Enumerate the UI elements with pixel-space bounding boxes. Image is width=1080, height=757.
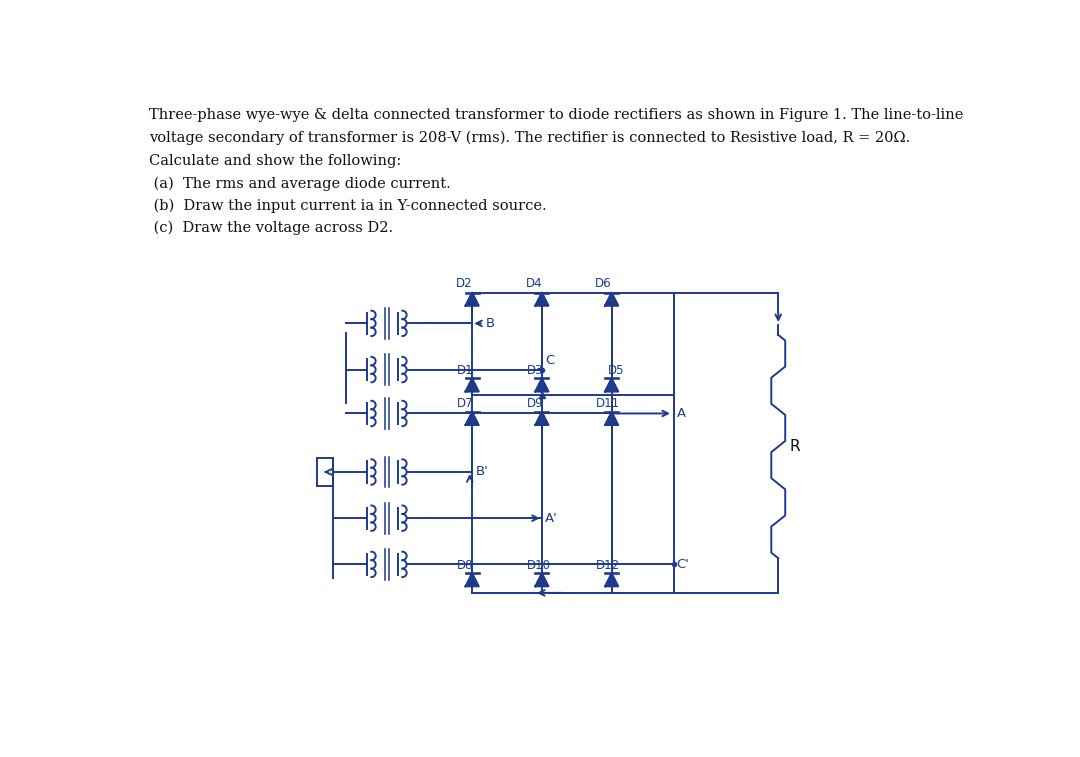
Text: D11: D11 bbox=[596, 397, 620, 410]
Polygon shape bbox=[536, 292, 549, 306]
Polygon shape bbox=[605, 573, 618, 587]
Polygon shape bbox=[465, 292, 478, 306]
Text: A: A bbox=[677, 407, 686, 420]
Text: Three-phase wye-wye & delta connected transformer to diode rectifiers as shown i: Three-phase wye-wye & delta connected tr… bbox=[149, 107, 963, 122]
Text: (a)  The rms and average diode current.: (a) The rms and average diode current. bbox=[149, 177, 450, 192]
Polygon shape bbox=[605, 412, 618, 425]
Text: D7: D7 bbox=[457, 397, 473, 410]
Text: A': A' bbox=[545, 512, 557, 525]
Text: D4: D4 bbox=[526, 277, 542, 290]
Text: D10: D10 bbox=[526, 559, 551, 572]
Text: C': C' bbox=[677, 558, 690, 571]
Text: (b)  Draw the input current ia in Y-connected source.: (b) Draw the input current ia in Y-conne… bbox=[149, 198, 546, 213]
Text: R: R bbox=[789, 439, 800, 454]
Polygon shape bbox=[605, 292, 618, 306]
Polygon shape bbox=[465, 378, 478, 391]
Text: D2: D2 bbox=[456, 277, 472, 290]
Text: B': B' bbox=[476, 466, 489, 478]
Text: C: C bbox=[545, 354, 555, 366]
Text: B: B bbox=[485, 317, 495, 330]
Text: D5: D5 bbox=[608, 364, 624, 377]
Polygon shape bbox=[536, 573, 549, 587]
Text: Calculate and show the following:: Calculate and show the following: bbox=[149, 154, 401, 168]
Polygon shape bbox=[536, 378, 549, 391]
Text: voltage secondary of transformer is 208-V (rms). The rectifier is connected to R: voltage secondary of transformer is 208-… bbox=[149, 131, 910, 145]
Text: D3: D3 bbox=[526, 364, 543, 377]
Text: D1: D1 bbox=[457, 364, 473, 377]
Text: D12: D12 bbox=[596, 559, 620, 572]
Polygon shape bbox=[536, 412, 549, 425]
Text: D9: D9 bbox=[526, 397, 543, 410]
Text: D6: D6 bbox=[595, 277, 612, 290]
Polygon shape bbox=[605, 378, 618, 391]
Polygon shape bbox=[465, 412, 478, 425]
Text: (c)  Draw the voltage across D2.: (c) Draw the voltage across D2. bbox=[149, 220, 393, 235]
Polygon shape bbox=[465, 573, 478, 587]
Text: D8: D8 bbox=[457, 559, 473, 572]
